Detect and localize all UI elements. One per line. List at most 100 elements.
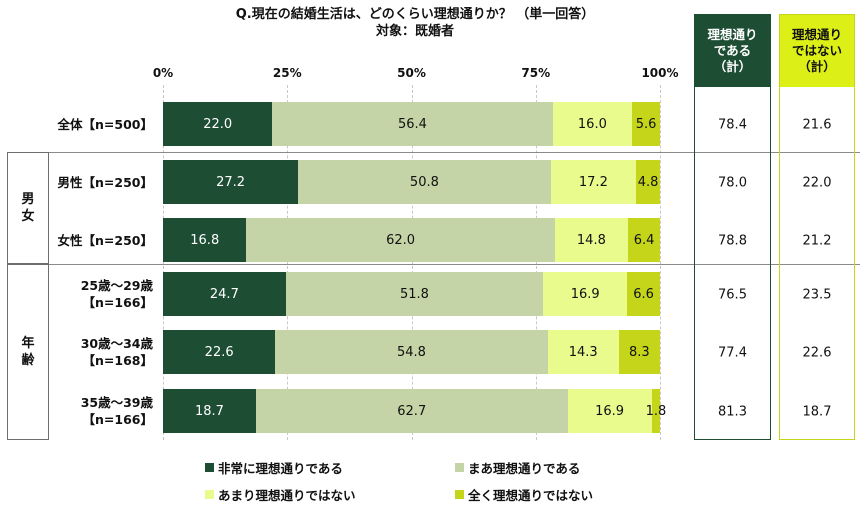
group-label-box: 年齢 (7, 264, 49, 440)
total-value: 76.5 (718, 287, 747, 303)
legend-item: まあ理想通りである (455, 458, 580, 477)
bar-value-label: 17.2 (578, 174, 608, 190)
bar-segment: 8.3 (618, 330, 660, 374)
stacked-bar: 24.7 51.8 16.9 6.6 (163, 272, 660, 316)
bar-value-label: 24.7 (209, 286, 239, 302)
legend-swatch (205, 490, 214, 499)
total-value: 78.0 (718, 175, 747, 191)
bar-value-label: 16.0 (577, 116, 607, 132)
row-label-line: 女性【n=250】 (57, 232, 153, 248)
row-label-line: 【n=166】 (82, 295, 153, 310)
bar-value-label: 1.8 (645, 403, 667, 419)
total-column-title-line: である (713, 43, 752, 58)
bar-segment: 5.6 (632, 102, 660, 146)
row-label-line: 30歳～34歳 (80, 336, 153, 351)
row-separator (7, 264, 860, 265)
row-label: 全体【n=500】 (10, 116, 153, 133)
chart-title: Q.現在の結婚生活は、どのくらい理想通りか？ （単一回答） 対象：既婚者 (150, 6, 680, 40)
group-label: 年齢 (21, 336, 35, 368)
row-label-line: 男性【n=250】 (57, 174, 153, 190)
x-tick-label: 100% (641, 66, 679, 80)
bar-value-label: 62.0 (386, 232, 416, 248)
bar-value-label: 56.4 (398, 116, 427, 132)
bar-segment: 50.8 (298, 160, 551, 204)
gridline (287, 85, 288, 440)
total-column: 理想通り である （計） 78.4 78.0 78.8 76.5 77.4 81.3 (694, 14, 771, 440)
total-column: 理想通り ではない （計） 21.6 22.0 21.2 23.5 22.6 18.7 (779, 14, 855, 440)
bar-value-label: 54.8 (397, 344, 426, 360)
legend-swatch (205, 463, 214, 472)
bar-segment: 16.0 (552, 102, 633, 146)
bar-value-label: 14.3 (568, 344, 598, 360)
stacked-bar: 27.2 50.8 17.2 4.8 (163, 160, 660, 204)
bar-value-label: 22.6 (204, 344, 234, 360)
total-column-title-line: （計） (713, 59, 752, 74)
bar-value-label: 16.8 (190, 232, 220, 248)
total-column-title-line: 理想通り (791, 27, 842, 42)
bar-segment: 17.2 (550, 160, 637, 204)
bar-segment: 62.7 (255, 389, 568, 433)
total-value: 21.2 (802, 233, 832, 249)
row-separator (7, 152, 860, 153)
gridline (660, 85, 661, 440)
row-label-line: 全体【n=500】 (57, 116, 153, 132)
bar-value-label: 6.4 (633, 232, 655, 248)
bar-value-label: 22.0 (203, 116, 233, 132)
bar-segment: 6.6 (627, 272, 660, 316)
bar-segment: 56.4 (272, 102, 553, 146)
total-value: 23.5 (802, 287, 832, 303)
total-column-title-line: （計） (798, 59, 836, 74)
bar-value-label: 5.6 (635, 116, 657, 132)
total-value: 22.0 (802, 175, 832, 191)
bar-segment: 62.0 (246, 218, 555, 262)
total-column-title-line: 理想通り (707, 27, 758, 42)
legend-swatch (455, 463, 464, 472)
row-label-line: 【n=168】 (82, 353, 153, 368)
row-label-line: 【n=166】 (82, 412, 153, 427)
total-column-title: 理想通り である （計） (707, 27, 757, 75)
bar-segment: 18.7 (163, 389, 256, 433)
row-label: 25歳～29歳 【n=166】 (10, 277, 153, 311)
bar-value-label: 18.7 (194, 403, 224, 419)
row-label: 男性【n=250】 (10, 174, 153, 191)
gridline (536, 85, 537, 440)
legend-label: 非常に理想通りである (218, 461, 343, 476)
stacked-bar: 22.0 56.4 16.0 5.6 (163, 102, 660, 146)
bar-value-label: 50.8 (409, 174, 439, 190)
bar-value-label: 14.8 (576, 232, 606, 248)
bar-value-label: 8.3 (629, 344, 650, 360)
bar-segment: 4.8 (636, 160, 660, 204)
total-column-header: 理想通り である （計） (695, 15, 770, 87)
bar-segment: 14.3 (547, 330, 619, 374)
legend-label: まあ理想通りである (468, 461, 581, 476)
bar-value-label: 4.8 (637, 174, 659, 190)
bar-segment: 16.8 (163, 218, 247, 262)
stacked-bar: 22.6 54.8 14.3 8.3 (163, 330, 660, 374)
bar-value-label: 16.9 (595, 403, 625, 419)
x-tick-label: 75% (521, 66, 551, 80)
x-tick-label: 25% (272, 66, 302, 80)
legend-label: 全く理想通りではない (468, 488, 594, 503)
legend-swatch (455, 490, 464, 499)
legend-item: 全く理想通りではない (455, 485, 593, 504)
bar-segment: 14.8 (554, 218, 629, 262)
group-label: 男女 (21, 192, 35, 224)
bar-segment: 16.9 (543, 272, 628, 316)
chart-subtitle: 対象：既婚者 (375, 24, 454, 39)
gridline (412, 85, 413, 440)
bar-value-label: 6.6 (633, 286, 654, 302)
legend-item: あまり理想通りではない (205, 485, 356, 504)
gridline (163, 85, 164, 440)
total-column-title: 理想通り ではない （計） (792, 27, 842, 75)
total-column-header: 理想通り ではない （計） (780, 15, 854, 87)
bar-value-label: 51.8 (399, 286, 429, 302)
total-value: 78.8 (718, 233, 747, 249)
x-tick-label: 0% (152, 66, 174, 80)
bar-segment: 22.0 (163, 102, 273, 146)
total-value: 78.4 (718, 117, 747, 133)
stacked-bar: 18.7 62.7 16.9 1.8 (163, 389, 666, 433)
bar-value-label: 16.9 (570, 286, 600, 302)
row-label-line: 25歳～29歳 (80, 278, 153, 293)
bar-segment: 24.7 (163, 272, 286, 316)
total-column-title-line: ではない (791, 43, 842, 58)
